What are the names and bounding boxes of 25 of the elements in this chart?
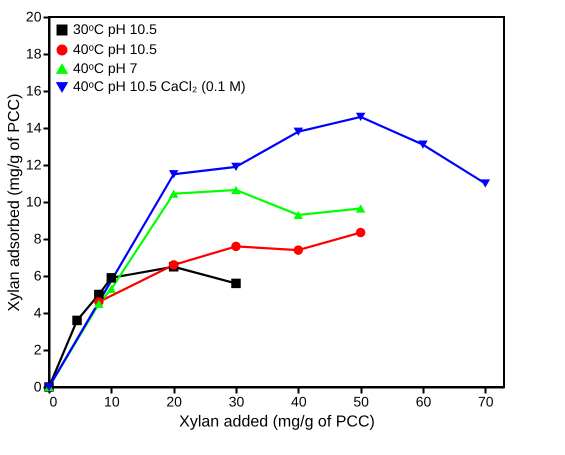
legend-label: 30ᵒC pH 10.5 bbox=[73, 21, 158, 37]
y-tick-label: 12 bbox=[26, 156, 42, 172]
y-tick-label: 16 bbox=[26, 82, 42, 98]
x-tick-label: 0 bbox=[50, 394, 58, 410]
legend-label: 40ᵒC pH 7 bbox=[73, 60, 138, 76]
y-tick-label: 0 bbox=[34, 378, 42, 394]
y-tick-label: 18 bbox=[26, 46, 42, 62]
x-tick-label: 50 bbox=[353, 394, 370, 410]
y-tick-label: 14 bbox=[26, 120, 42, 136]
x-tick-label: 70 bbox=[478, 394, 494, 410]
y-tick-label: 8 bbox=[34, 230, 42, 246]
y-tick-label: 2 bbox=[34, 342, 42, 358]
x-tick-label: 60 bbox=[416, 394, 432, 410]
x-tick-label: 40 bbox=[291, 394, 307, 410]
x-tick-label: 10 bbox=[104, 394, 120, 410]
y-axis-title: Xylan adsorbed (mg/g of PCC) bbox=[6, 94, 23, 312]
y-tick-label: 4 bbox=[34, 304, 42, 320]
x-tick-label: 30 bbox=[228, 394, 244, 410]
legend-label: 40ᵒC pH 10.5 CaCl₂ (0.1 M) bbox=[73, 78, 246, 94]
x-axis-title: Xylan added (mg/g of PCC) bbox=[179, 414, 375, 430]
y-tick-label: 10 bbox=[26, 194, 42, 210]
y-tick-label: 6 bbox=[34, 268, 42, 284]
y-tick-label: 20 bbox=[26, 8, 42, 24]
x-tick-label: 20 bbox=[166, 394, 182, 410]
legend-label: 40ᵒC pH 10.5 bbox=[73, 41, 158, 57]
